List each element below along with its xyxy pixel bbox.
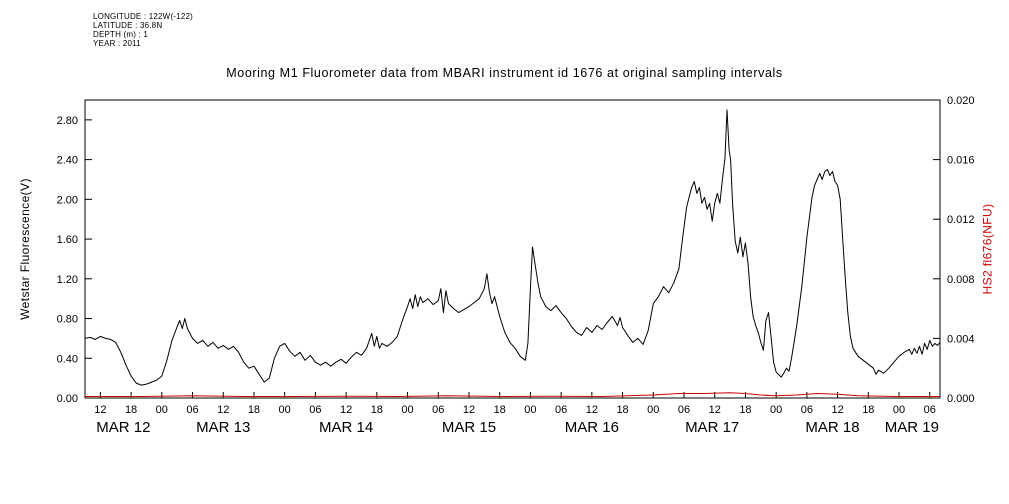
- svg-text:00: 00: [401, 404, 413, 416]
- svg-text:MAR 18: MAR 18: [805, 419, 859, 436]
- metadata-depth: DEPTH (m) : 1: [93, 30, 149, 39]
- svg-text:2.80: 2.80: [57, 115, 78, 127]
- svg-text:0.000: 0.000: [947, 393, 975, 405]
- svg-text:12: 12: [340, 404, 352, 416]
- svg-text:00: 00: [770, 404, 782, 416]
- svg-text:0.40: 0.40: [57, 353, 78, 365]
- svg-text:1.20: 1.20: [57, 274, 78, 286]
- svg-text:2.40: 2.40: [57, 155, 78, 167]
- svg-text:1.60: 1.60: [57, 234, 78, 246]
- svg-text:00: 00: [156, 404, 168, 416]
- svg-text:12: 12: [463, 404, 475, 416]
- svg-text:00: 00: [524, 404, 536, 416]
- svg-text:18: 18: [125, 404, 137, 416]
- svg-text:06: 06: [186, 404, 198, 416]
- metadata-longitude: LONGITUDE : 122W(-122): [93, 12, 193, 21]
- svg-text:MAR 14: MAR 14: [319, 419, 373, 436]
- chart-title: Mooring M1 Fluorometer data from MBARI i…: [226, 66, 783, 80]
- svg-text:MAR 13: MAR 13: [196, 419, 250, 436]
- svg-text:18: 18: [862, 404, 874, 416]
- svg-text:12: 12: [586, 404, 598, 416]
- svg-text:06: 06: [432, 404, 444, 416]
- svg-text:0.80: 0.80: [57, 314, 78, 326]
- metadata-year: YEAR : 2011: [93, 39, 141, 48]
- svg-text:06: 06: [678, 404, 690, 416]
- metadata-latitude: LATITUDE : 36.8N: [93, 21, 163, 30]
- svg-text:MAR 19: MAR 19: [885, 419, 939, 436]
- svg-text:0.008: 0.008: [947, 274, 975, 286]
- svg-text:12: 12: [217, 404, 229, 416]
- svg-text:06: 06: [555, 404, 567, 416]
- svg-text:12: 12: [709, 404, 721, 416]
- svg-text:06: 06: [309, 404, 321, 416]
- svg-text:00: 00: [893, 404, 905, 416]
- svg-text:12: 12: [831, 404, 843, 416]
- svg-text:MAR 16: MAR 16: [565, 419, 619, 436]
- svg-text:18: 18: [739, 404, 751, 416]
- svg-text:0.00: 0.00: [57, 393, 78, 405]
- svg-text:18: 18: [494, 404, 506, 416]
- y-axis-left-ticks: 0.00 0.40 0.80 1.20 1.60 2.00 2.40 2.80: [57, 115, 92, 405]
- svg-text:12: 12: [94, 404, 106, 416]
- svg-text:MAR 12: MAR 12: [96, 419, 150, 436]
- svg-text:0.020: 0.020: [947, 95, 975, 107]
- svg-text:18: 18: [616, 404, 628, 416]
- svg-text:MAR 17: MAR 17: [685, 419, 739, 436]
- x-axis-day-labels: MAR 12 MAR 13 MAR 14 MAR 15 MAR 16 MAR 17 MAR …: [96, 419, 939, 436]
- station-metadata: LONGITUDE : 122W(-122) LATITUDE : 36.8N …: [93, 12, 193, 48]
- svg-text:0.016: 0.016: [947, 155, 975, 167]
- plot-frame: [84, 99, 941, 399]
- svg-text:06: 06: [924, 404, 936, 416]
- svg-text:0.004: 0.004: [947, 333, 975, 345]
- svg-text:MAR 15: MAR 15: [442, 419, 496, 436]
- svg-text:0.012: 0.012: [947, 214, 975, 226]
- hs2-fl676-series: [84, 392, 941, 397]
- svg-text:2.00: 2.00: [57, 194, 78, 206]
- y-axis-right-ticks: 0.000 0.004 0.008 0.012 0.016 0.020: [933, 95, 975, 405]
- wetstar-fluorescence-series: [84, 109, 941, 386]
- svg-text:18: 18: [371, 404, 383, 416]
- svg-text:00: 00: [647, 404, 659, 416]
- svg-text:06: 06: [801, 404, 813, 416]
- svg-text:18: 18: [248, 404, 260, 416]
- x-axis-hour-ticks: 12 18 00 06 12 18 00 06 12 18 00 06 12 18 00 06 12 18 00 06…: [94, 392, 936, 416]
- svg-text:00: 00: [279, 404, 291, 416]
